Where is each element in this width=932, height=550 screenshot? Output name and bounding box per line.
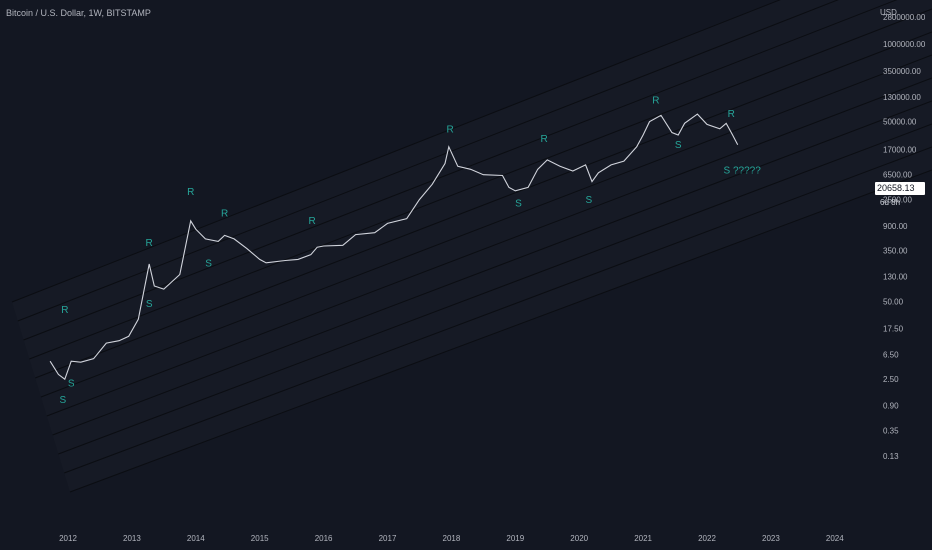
channel-line [23, 0, 898, 341]
support-label: S [515, 199, 522, 210]
bar-countdown: 6d 8h [880, 198, 901, 207]
channel-line [35, 31, 932, 379]
price-tick-label: 50000.00 [883, 118, 917, 127]
resistance-label: R [221, 209, 228, 220]
channel-line [17, 0, 839, 322]
resistance-label: R [652, 96, 659, 107]
support-label: S ????? [724, 166, 762, 177]
price-tick-label: 0.13 [883, 452, 899, 461]
channel-band [12, 0, 932, 492]
channel-line [69, 169, 932, 493]
channel-line [29, 8, 932, 360]
price-tick-label: 17.50 [883, 325, 904, 334]
price-tick-label: 350000.00 [883, 67, 921, 76]
time-tick-label: 2022 [698, 534, 716, 543]
resistance-label: R [187, 187, 194, 198]
price-tick-label: 0.90 [883, 402, 899, 411]
time-tick-label: 2023 [762, 534, 780, 543]
price-tick-label: 6500.00 [883, 171, 912, 180]
price-line [49, 113, 739, 381]
currency-label: USD [880, 8, 897, 17]
price-tick-label: 130000.00 [883, 93, 921, 102]
price-tick-label: 350.00 [883, 247, 908, 256]
symbol-title: Bitcoin / U.S. Dollar, 1W, BITSTAMP [6, 8, 151, 18]
support-label: S [675, 140, 682, 151]
resistance-label: R [728, 109, 735, 120]
price-tick-label: 2.50 [883, 375, 899, 384]
time-axis[interactable]: 2012 2013 2014 2015 2016 2017 2018 2019 2020 2021… [59, 534, 844, 543]
channel-line [46, 77, 932, 417]
price-tick-label: 2500.00 [883, 196, 912, 205]
resistance-label: R [146, 238, 153, 249]
channel-line [58, 123, 932, 455]
time-tick-label: 2020 [570, 534, 588, 543]
price-tick-label: 900.00 [883, 222, 908, 231]
last-price-label: 20658.13 [875, 182, 925, 195]
resistance-label: R [540, 134, 547, 145]
resistance-label: R [447, 124, 454, 135]
price-series [49, 113, 739, 381]
support-label: S [68, 378, 75, 389]
time-tick-label: 2017 [379, 534, 397, 543]
support-label: S [146, 299, 153, 310]
time-tick-label: 2019 [506, 534, 524, 543]
price-tick-label: 0.35 [883, 426, 899, 435]
price-tick-label: 50.00 [883, 297, 904, 306]
channel-line [64, 146, 932, 474]
channel-line [11, 0, 781, 303]
time-tick-label: 2018 [443, 534, 461, 543]
price-tick-label: 1000000.00 [883, 40, 926, 49]
resistance-label: R [61, 305, 68, 316]
resistance-label: R [308, 216, 315, 227]
time-tick-label: 2021 [634, 534, 652, 543]
time-tick-label: 2024 [826, 534, 844, 543]
time-tick-label: 2013 [123, 534, 141, 543]
support-label: S [60, 395, 67, 406]
channel-line [40, 54, 932, 398]
time-tick-label: 2015 [251, 534, 269, 543]
price-tick-label: 2800000.00 [883, 13, 926, 22]
time-tick-label: 2014 [187, 534, 205, 543]
price-tick-label: 17000.00 [883, 146, 917, 155]
time-tick-label: 2016 [315, 534, 333, 543]
price-scale[interactable]: 8000000.002800000.001000000.00350000.001… [883, 0, 926, 461]
channel-line [52, 100, 932, 436]
time-tick-label: 2012 [59, 534, 77, 543]
channel-lines [11, 0, 932, 493]
support-label: S [585, 195, 592, 206]
support-label: S [205, 259, 212, 270]
price-tick-label: 130.00 [883, 272, 908, 281]
price-tick-label: 6.50 [883, 350, 899, 359]
